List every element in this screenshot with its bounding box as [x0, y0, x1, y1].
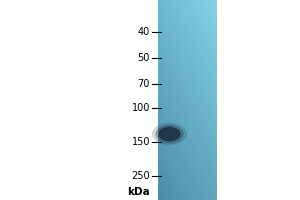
Text: kDa: kDa	[127, 187, 150, 197]
Text: 70: 70	[138, 79, 150, 89]
Text: 150: 150	[131, 137, 150, 147]
Ellipse shape	[159, 128, 180, 140]
Text: 40: 40	[138, 27, 150, 37]
Ellipse shape	[156, 126, 183, 142]
Text: 100: 100	[132, 103, 150, 113]
Ellipse shape	[153, 124, 186, 144]
Text: 250: 250	[131, 171, 150, 181]
Text: 50: 50	[138, 53, 150, 63]
